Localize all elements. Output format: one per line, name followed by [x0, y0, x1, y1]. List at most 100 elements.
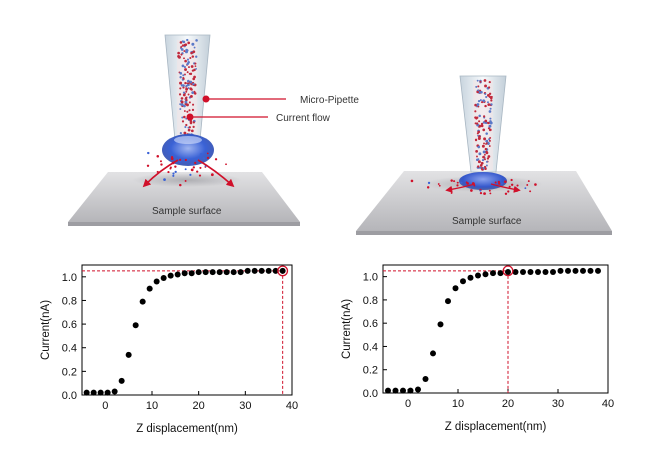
particle-dot [474, 103, 478, 107]
particle-dot [479, 192, 483, 195]
particle-dot [483, 142, 485, 145]
particle-dot [159, 160, 162, 163]
particle-dot [183, 65, 187, 69]
particle-dot [453, 180, 456, 183]
particle-dot [480, 101, 484, 104]
particle-dot [194, 62, 197, 65]
particle-dot [180, 103, 184, 106]
particle-dot [500, 182, 504, 185]
particle-dot [450, 192, 453, 194]
particle-dot [184, 59, 187, 63]
particle-dot [482, 167, 485, 170]
particle-dot [510, 183, 514, 186]
particle-dot [466, 182, 469, 185]
particle-dot [195, 55, 198, 58]
particle-dot [191, 42, 195, 46]
particle-dot [486, 101, 489, 104]
particle-dot [477, 89, 480, 92]
particle-dot [480, 124, 484, 128]
data-point [153, 278, 160, 285]
particle-dot [470, 189, 473, 192]
y-tick-label: 0.0 [62, 390, 77, 402]
pipette-particles-left [177, 38, 198, 137]
particle-dot [410, 179, 414, 183]
x-tick-label: 30 [552, 398, 564, 410]
data-point [565, 267, 571, 274]
particle-dot [185, 84, 188, 88]
data-point [97, 389, 104, 396]
current-callout: Current flow [186, 113, 331, 124]
particle-dot [179, 108, 182, 111]
x-tick-label: 20 [502, 398, 514, 410]
particle-dot [508, 185, 511, 188]
particle-dot [225, 163, 227, 166]
particle-dot [477, 160, 481, 164]
particle-dot [181, 64, 185, 68]
particle-dot [489, 107, 492, 110]
particle-dot [487, 86, 491, 89]
particle-dot [484, 167, 487, 170]
particle-dot [484, 104, 487, 108]
droplet-right [459, 172, 507, 190]
particle-dot [190, 129, 194, 133]
particle-dot [477, 145, 481, 149]
data-point [209, 269, 216, 276]
particle-dot [192, 121, 195, 124]
data-point [118, 377, 125, 384]
particle-dot [170, 157, 174, 161]
particle-dot [199, 153, 203, 156]
data-point [230, 269, 237, 276]
particle-dot [194, 161, 197, 165]
particle-dot [182, 86, 185, 89]
particle-dot [488, 110, 492, 113]
particle-dot [490, 103, 493, 106]
particle-dot [181, 40, 184, 43]
particle-dot [184, 158, 187, 162]
data-point [415, 386, 421, 393]
particle-dot [178, 93, 182, 96]
particle-dot [527, 180, 530, 183]
data-point [490, 270, 496, 277]
particle-dot [191, 55, 195, 58]
data-point [174, 271, 181, 278]
particle-dot [474, 138, 478, 142]
particle-dot [199, 166, 202, 169]
particle-dot [185, 87, 189, 91]
particle-dot [179, 158, 182, 161]
particle-dot [184, 126, 187, 129]
data-point [139, 298, 146, 305]
particle-dot [184, 68, 187, 71]
particle-dot [179, 103, 181, 106]
x-tick-label: 30 [239, 400, 251, 412]
particle-dot [485, 95, 488, 99]
particle-dot [480, 90, 483, 94]
x-tick-label: 10 [452, 398, 464, 410]
particle-dot [483, 137, 487, 141]
particle-dot [456, 184, 459, 187]
x-axis-label: Z displacement(nm) [136, 423, 238, 435]
data-point [125, 351, 132, 358]
particle-dot [490, 99, 493, 102]
particle-dot [193, 92, 197, 95]
particle-dot [426, 186, 430, 189]
particle-dot [485, 160, 488, 163]
particle-dot [188, 109, 191, 112]
right-illustration: Sample surface [356, 75, 612, 235]
x-axis-label: Z displacement(nm) [445, 421, 547, 433]
particle-dot [488, 145, 491, 147]
data-point [272, 267, 279, 274]
y-tick-label: 0.2 [363, 365, 378, 377]
particle-dot [183, 110, 186, 112]
particle-dot [192, 166, 195, 169]
x-tick-label: 40 [602, 398, 614, 410]
particle-dot [478, 152, 482, 156]
particle-dot [180, 45, 183, 48]
particle-dot [192, 77, 196, 81]
data-point [104, 389, 111, 396]
data-point [132, 322, 139, 329]
particle-dot [172, 174, 175, 177]
particle-dot [484, 93, 487, 95]
particle-dot [481, 144, 485, 148]
particle-dot [529, 190, 532, 193]
